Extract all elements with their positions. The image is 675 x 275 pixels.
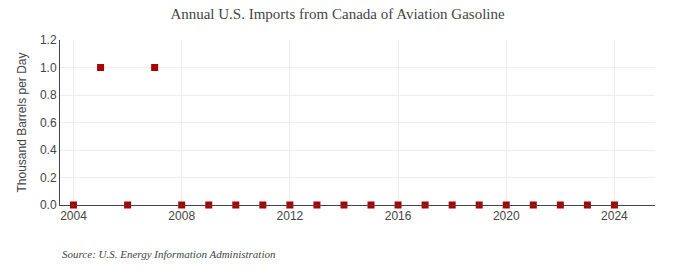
svg-text:2004: 2004 [60,209,87,223]
svg-text:1.0: 1.0 [40,61,57,75]
svg-text:2024: 2024 [601,209,628,223]
svg-text:2008: 2008 [168,209,195,223]
svg-text:0.0: 0.0 [40,198,57,212]
svg-text:0.8: 0.8 [40,88,57,102]
svg-text:Annual U.S. Imports from Canad: Annual U.S. Imports from Canada of Aviat… [170,6,505,22]
svg-text:2016: 2016 [385,209,412,223]
svg-text:2020: 2020 [493,209,520,223]
svg-text:Source: U.S. Energy Informatio: Source: U.S. Energy Information Administ… [62,248,276,260]
svg-text:Thousand Barrels per Day: Thousand Barrels per Day [15,52,29,192]
svg-text:0.6: 0.6 [40,116,57,130]
svg-text:0.2: 0.2 [40,171,57,185]
svg-text:2012: 2012 [277,209,304,223]
svg-text:1.2: 1.2 [40,33,57,47]
svg-text:0.4: 0.4 [40,143,57,157]
